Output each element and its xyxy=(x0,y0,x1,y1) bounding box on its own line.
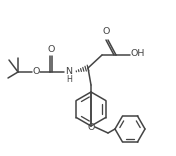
Text: OH: OH xyxy=(131,49,145,58)
Text: O: O xyxy=(87,122,95,132)
Text: N: N xyxy=(65,66,73,76)
Text: O: O xyxy=(32,68,40,76)
Text: H: H xyxy=(66,75,72,83)
Text: O: O xyxy=(47,44,55,54)
Text: O: O xyxy=(102,27,110,37)
